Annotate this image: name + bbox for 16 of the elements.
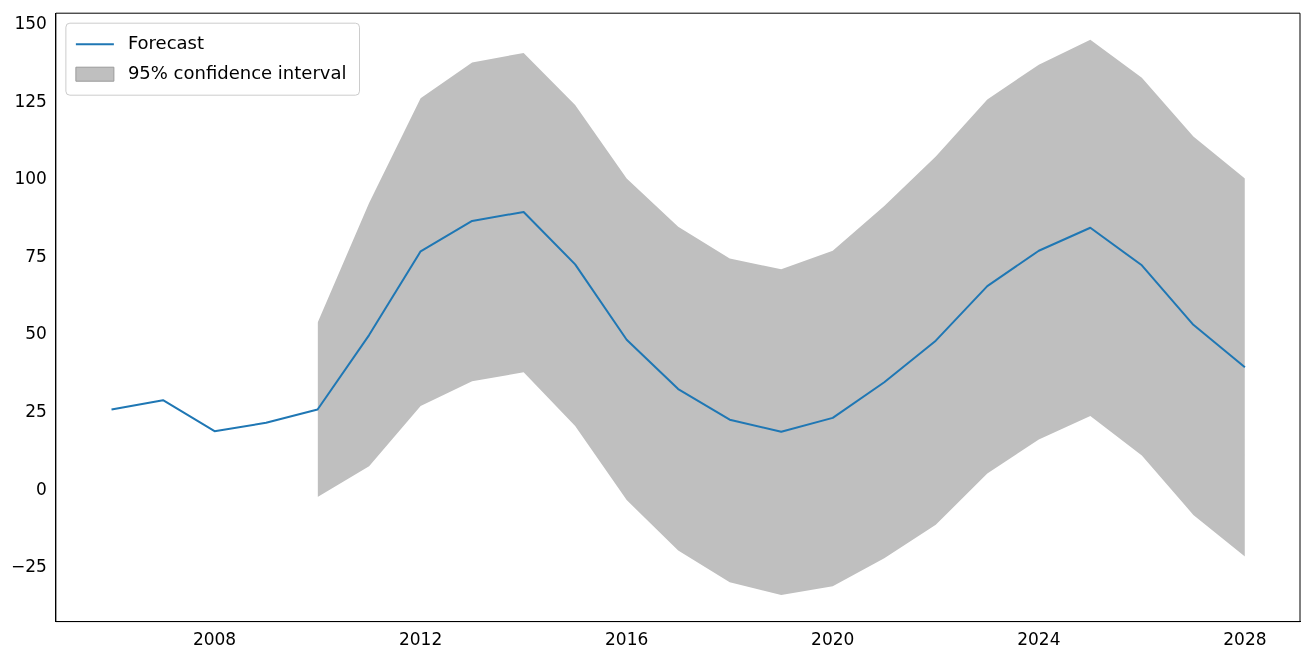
y-tick-label: 25 — [25, 401, 47, 422]
y-tick-label: 125 — [14, 90, 47, 111]
y-tick-label: 100 — [14, 168, 47, 189]
x-tick-label: 2008 — [192, 629, 237, 650]
y-tick-label: 50 — [25, 323, 47, 344]
x-tick-label: 2028 — [1223, 629, 1267, 650]
y-tick-label: −25 — [10, 556, 47, 577]
legend-label: Forecast — [127, 31, 205, 53]
y-tick-label: 150 — [14, 13, 47, 34]
y-tick-label: 0 — [36, 478, 47, 499]
legend-label: 95% confidence interval — [127, 61, 347, 83]
x-tick-label: 2020 — [811, 629, 855, 650]
y-tick-label: 75 — [25, 245, 47, 266]
x-tick-label: 2012 — [398, 629, 443, 650]
x-tick-label: 2024 — [1017, 629, 1061, 650]
x-tick-label: 2016 — [605, 629, 649, 650]
